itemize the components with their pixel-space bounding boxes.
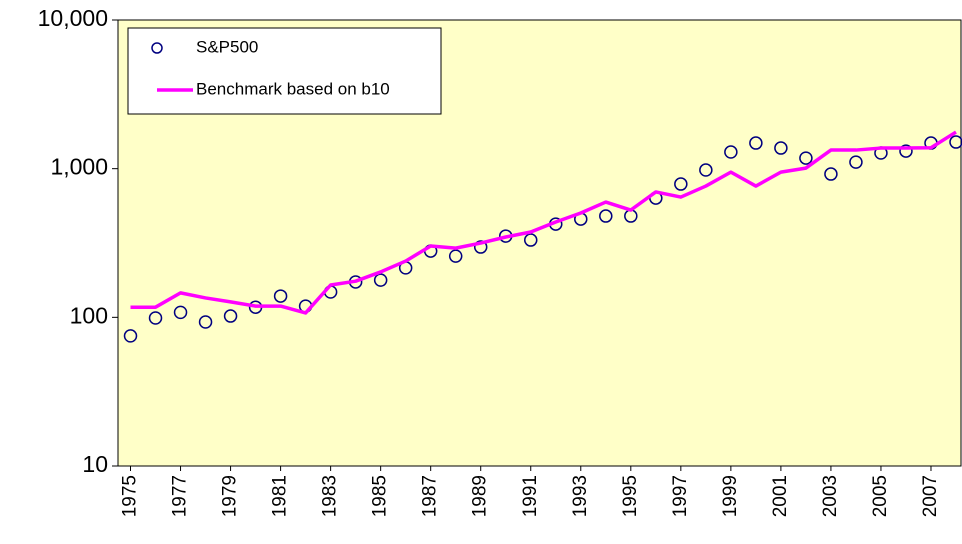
data-point bbox=[273, 289, 288, 303]
legend-label: Benchmark based on b10 bbox=[196, 79, 390, 98]
data-point bbox=[123, 329, 138, 343]
y-tick-label: 10 bbox=[82, 451, 108, 477]
data-point bbox=[799, 151, 813, 165]
y-tick-label: 100 bbox=[70, 302, 108, 328]
x-tick-label: 1999 bbox=[720, 475, 741, 517]
data-point bbox=[373, 273, 388, 287]
x-tick-label: 1981 bbox=[270, 475, 291, 517]
data-point bbox=[699, 163, 713, 177]
data-point bbox=[899, 144, 913, 158]
x-tick-label: 2003 bbox=[820, 475, 841, 517]
x-tick-label: 2001 bbox=[770, 475, 791, 517]
x-tick-label: 1987 bbox=[420, 475, 441, 517]
x-tick-label: 1977 bbox=[170, 475, 191, 517]
legend-label: S&P500 bbox=[196, 37, 258, 56]
legend-box bbox=[127, 27, 442, 115]
x-tick-label: 1985 bbox=[370, 475, 391, 517]
x-tick-label: 1983 bbox=[320, 475, 341, 517]
data-point bbox=[599, 209, 613, 223]
data-point bbox=[148, 311, 163, 325]
data-point bbox=[674, 177, 688, 191]
x-tick-label: 1995 bbox=[620, 475, 641, 517]
data-point bbox=[824, 167, 838, 181]
data-point bbox=[749, 136, 763, 150]
y-tick-label: 1,000 bbox=[50, 154, 108, 180]
data-point bbox=[173, 305, 188, 320]
data-point bbox=[774, 141, 788, 155]
legend-marker bbox=[151, 42, 163, 54]
x-tick-label: 1979 bbox=[220, 475, 241, 517]
x-tick-label: 1991 bbox=[520, 475, 541, 517]
x-tick-label: 2005 bbox=[870, 475, 891, 517]
y-tick-label: 10,000 bbox=[38, 5, 108, 31]
x-tick-label: 2007 bbox=[920, 475, 941, 517]
series-line bbox=[130, 130, 957, 315]
data-point bbox=[849, 155, 863, 169]
data-point bbox=[223, 309, 238, 323]
data-point bbox=[523, 233, 538, 247]
x-tick-label: 1989 bbox=[470, 475, 491, 517]
data-point bbox=[724, 145, 738, 159]
x-tick-label: 1997 bbox=[670, 475, 691, 517]
x-tick-label: 1975 bbox=[120, 475, 141, 517]
data-point bbox=[198, 315, 213, 329]
data-point bbox=[448, 249, 463, 263]
x-tick-label: 1993 bbox=[570, 475, 591, 517]
data-point bbox=[473, 240, 488, 254]
